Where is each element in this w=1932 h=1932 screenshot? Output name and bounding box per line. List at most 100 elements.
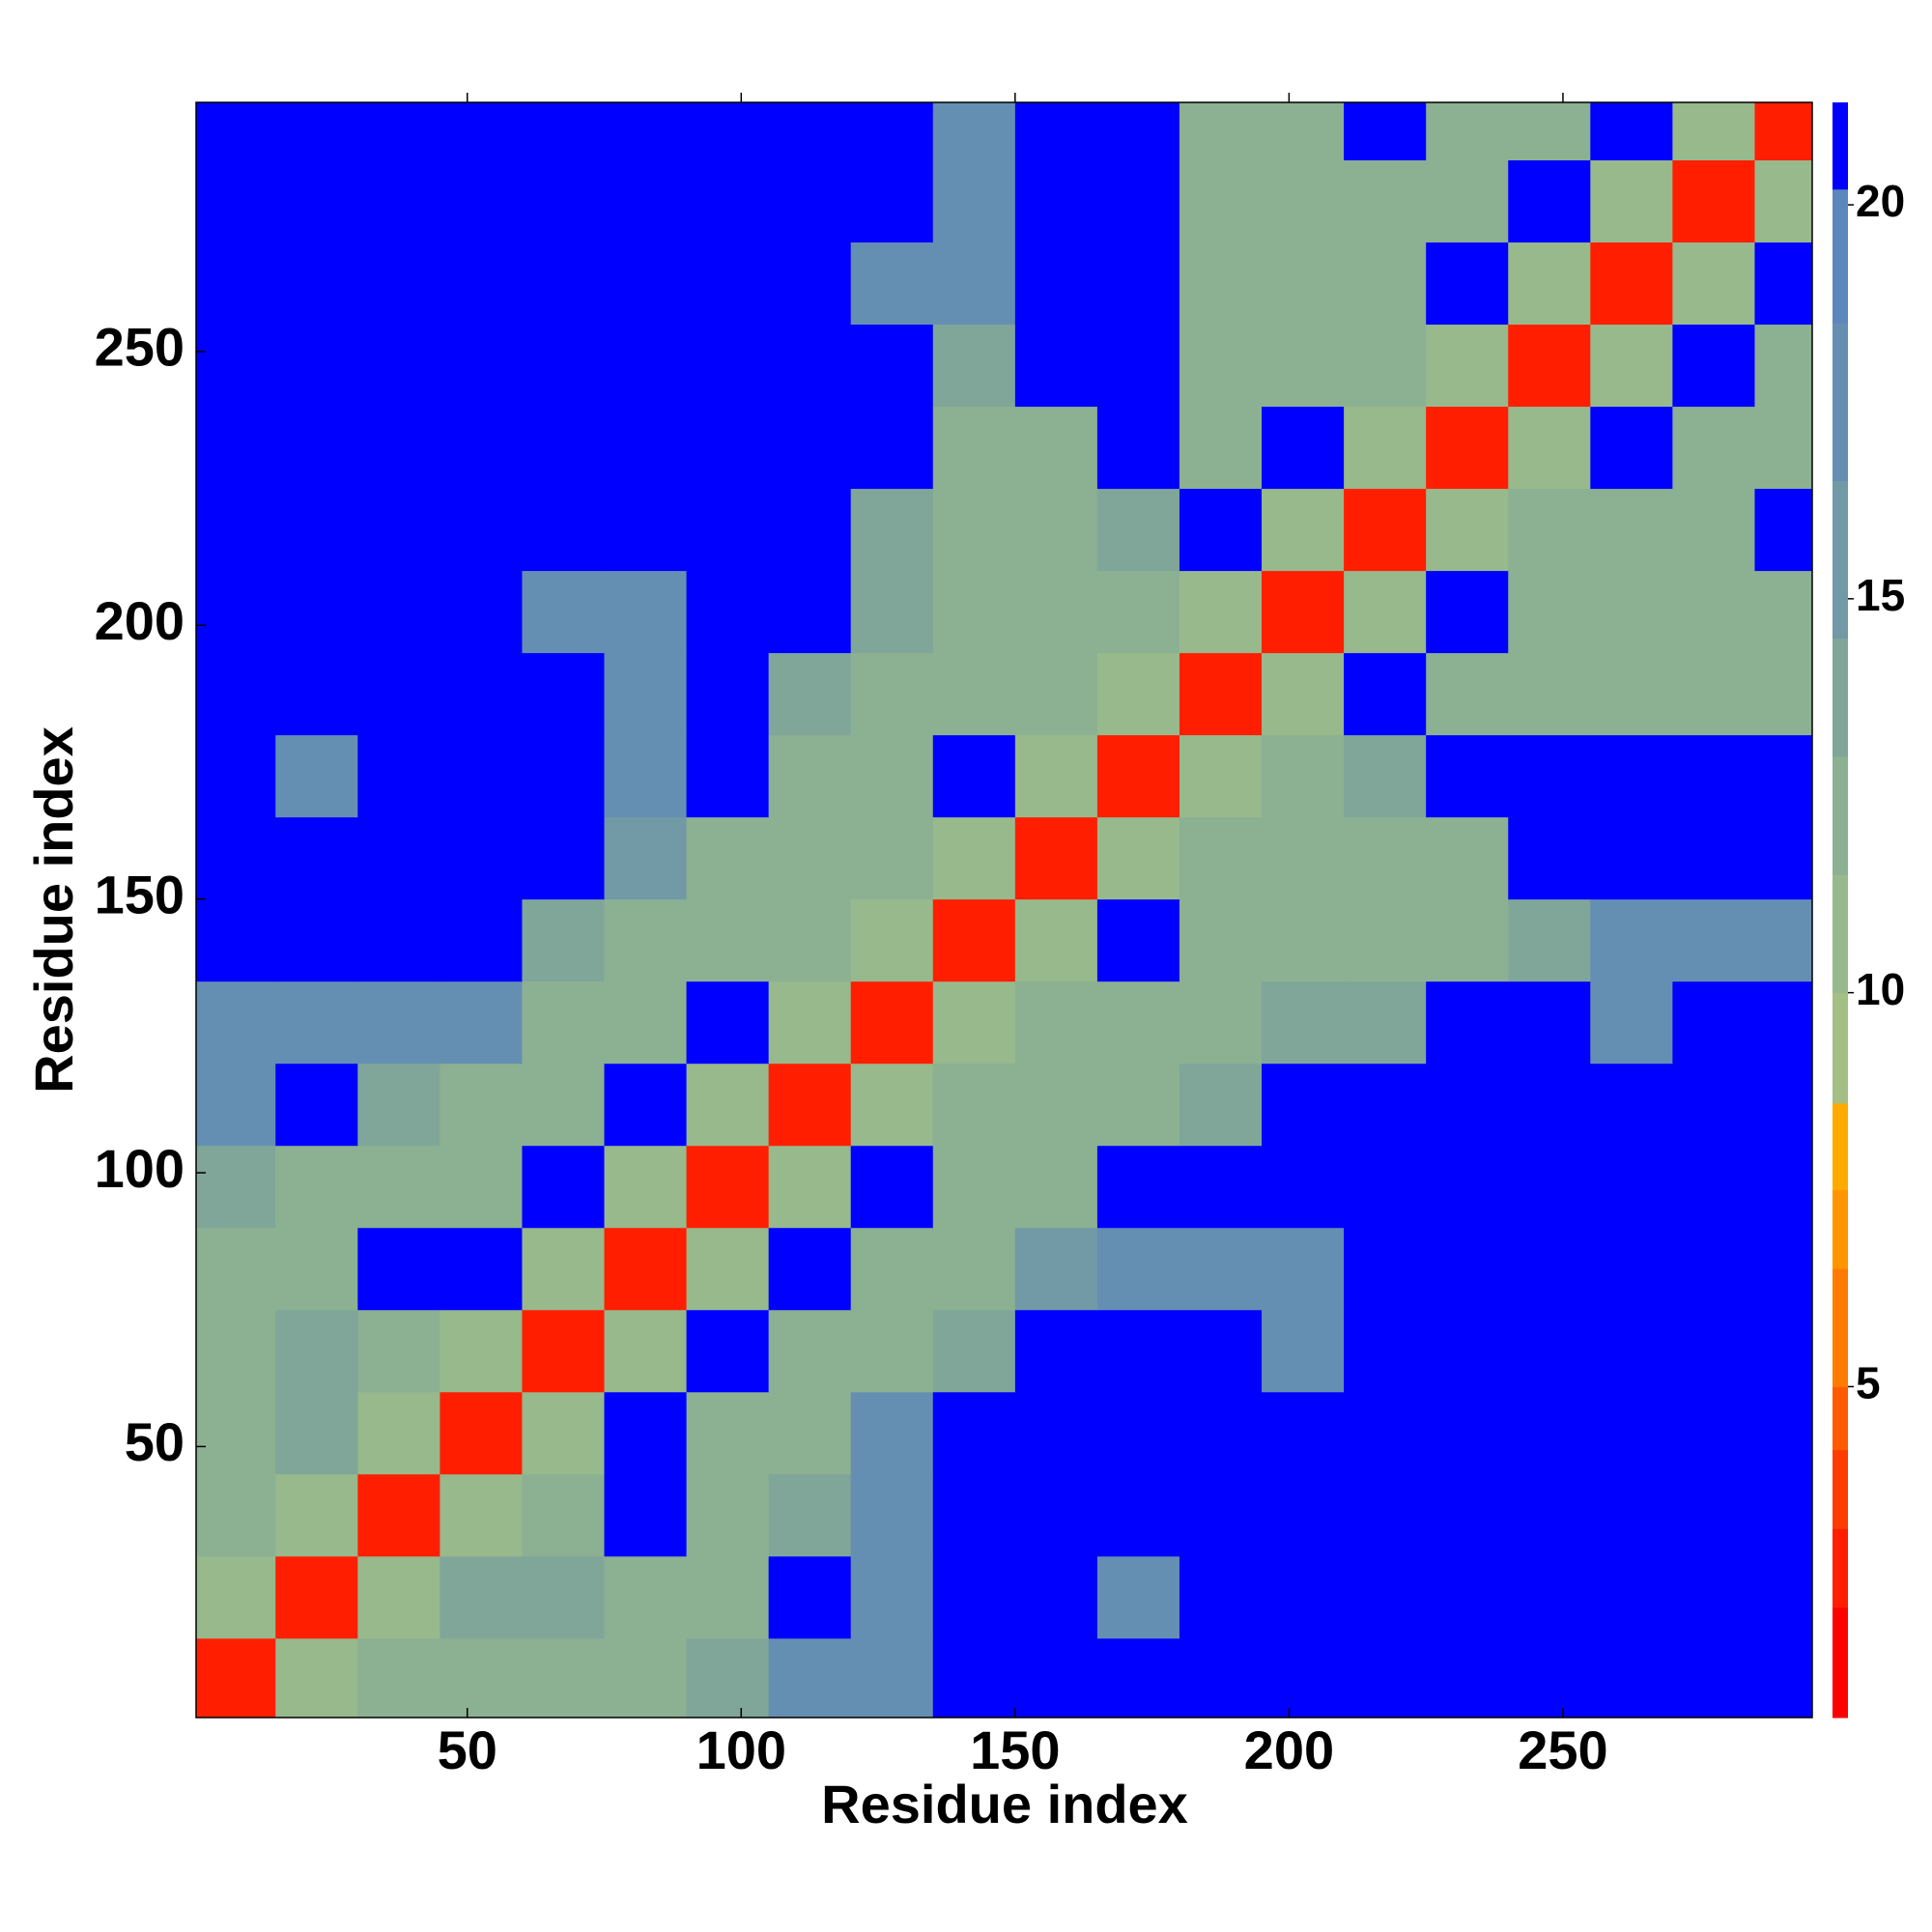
heatmap-cell	[1014, 1145, 1098, 1229]
heatmap-cell	[357, 652, 440, 736]
y-tick-label: 200	[95, 590, 185, 651]
heatmap-cell	[522, 816, 606, 900]
heatmap-cell	[1672, 1637, 1755, 1718]
heatmap-cell	[196, 570, 276, 654]
heatmap-cell	[1344, 102, 1427, 161]
heatmap-cell	[1096, 324, 1180, 408]
heatmap-cell	[604, 570, 688, 654]
heatmap-cell	[440, 816, 523, 900]
heatmap-cell	[357, 324, 440, 408]
heatmap-cell	[932, 980, 1016, 1065]
heatmap-cell	[932, 570, 1016, 654]
heatmap-cell	[1754, 159, 1812, 243]
heatmap-cell	[1508, 1227, 1591, 1311]
heatmap-cell	[1590, 159, 1673, 243]
heatmap-cell	[1344, 159, 1427, 243]
heatmap-cell	[275, 1473, 358, 1557]
heatmap-cell	[357, 1637, 440, 1718]
heatmap-cell	[440, 980, 523, 1065]
heatmap-cell	[768, 406, 852, 490]
heatmap-cell	[1179, 1473, 1263, 1557]
heatmap-cell	[1262, 242, 1345, 326]
heatmap-cell	[686, 652, 770, 736]
heatmap-cell	[1754, 1309, 1812, 1393]
heatmap-cell	[604, 898, 688, 982]
heatmap-cell	[850, 816, 934, 900]
heatmap-cell	[1508, 898, 1591, 982]
heatmap-cell	[1179, 1063, 1263, 1147]
heatmap-cell	[1590, 1637, 1673, 1718]
heatmap-cell	[932, 102, 1016, 161]
heatmap-cell	[440, 1555, 523, 1639]
heatmap-cell	[196, 1063, 276, 1147]
heatmap-cell	[604, 1145, 688, 1229]
heatmap-cell	[1344, 1227, 1427, 1311]
heatmap-cell	[1179, 1309, 1263, 1393]
heatmap-cell	[1096, 1391, 1180, 1475]
x-tick-label: 150	[970, 1719, 1060, 1780]
heatmap-cell	[522, 1227, 606, 1311]
heatmap-cell	[1508, 406, 1591, 490]
heatmap-cell	[1014, 102, 1098, 161]
colorbar-segment	[1833, 323, 1848, 481]
heatmap-cell	[1426, 734, 1509, 818]
heatmap-cell	[686, 242, 770, 326]
colorbar-segment	[1833, 1386, 1848, 1451]
heatmap-cell	[1754, 570, 1812, 654]
heatmap-cell	[440, 1309, 523, 1393]
heatmap-cell	[357, 1145, 440, 1229]
heatmap-cell	[768, 898, 852, 982]
heatmap-cell	[686, 1637, 770, 1718]
heatmap-cell	[850, 1391, 934, 1475]
heatmap-cell	[1426, 1555, 1509, 1639]
heatmap-cell	[196, 242, 276, 326]
heatmap-cell	[686, 898, 770, 982]
heatmap-cell	[1426, 898, 1509, 982]
heatmap-cell	[1014, 1309, 1098, 1393]
heatmap-cell	[768, 734, 852, 818]
heatmap-cell	[1754, 980, 1812, 1065]
heatmap-cell	[1014, 324, 1098, 408]
heatmap-cell	[1590, 1145, 1673, 1229]
heatmap-cell	[932, 898, 1016, 982]
heatmap-cell	[1508, 1063, 1591, 1147]
heatmap	[196, 102, 1812, 1718]
heatmap-cell	[686, 159, 770, 243]
heatmap-cell	[604, 324, 688, 408]
heatmap-cell	[440, 488, 523, 572]
heatmap-cell	[604, 159, 688, 243]
heatmap-cell	[522, 1063, 606, 1147]
heatmap-cell	[440, 102, 523, 161]
heatmap-cell	[1179, 1637, 1263, 1718]
heatmap-cell	[604, 1063, 688, 1147]
heatmap-cell	[1179, 242, 1263, 326]
heatmap-cell	[275, 1637, 358, 1718]
heatmap-cell	[275, 488, 358, 572]
heatmap-cell	[1426, 1145, 1509, 1229]
heatmap-cell	[1508, 324, 1591, 408]
heatmap-cell	[1426, 816, 1509, 900]
heatmap-cell	[686, 1391, 770, 1475]
heatmap-cell	[850, 159, 934, 243]
heatmap-cell	[275, 980, 358, 1065]
heatmap-cell	[1014, 242, 1098, 326]
heatmap-cell	[768, 1145, 852, 1229]
heatmap-cell	[1014, 1391, 1098, 1475]
heatmap-cell	[1590, 570, 1673, 654]
y-tick-label: 100	[95, 1138, 185, 1199]
heatmap-cell	[196, 1391, 276, 1475]
heatmap-cell	[357, 570, 440, 654]
heatmap-cell	[1014, 1555, 1098, 1639]
heatmap-cell	[1179, 102, 1263, 161]
heatmap-cell	[1179, 406, 1263, 490]
heatmap-cell	[1508, 980, 1591, 1065]
heatmap-cell	[1426, 652, 1509, 736]
heatmap-cell	[196, 1145, 276, 1229]
heatmap-cell	[275, 734, 358, 818]
heatmap-cell	[440, 159, 523, 243]
colorbar-tick-label: 10	[1856, 964, 1905, 1014]
heatmap-cell	[196, 1555, 276, 1639]
heatmap-cell	[1672, 102, 1755, 161]
colorbar-segment	[1833, 102, 1848, 190]
heatmap-cell	[196, 488, 276, 572]
